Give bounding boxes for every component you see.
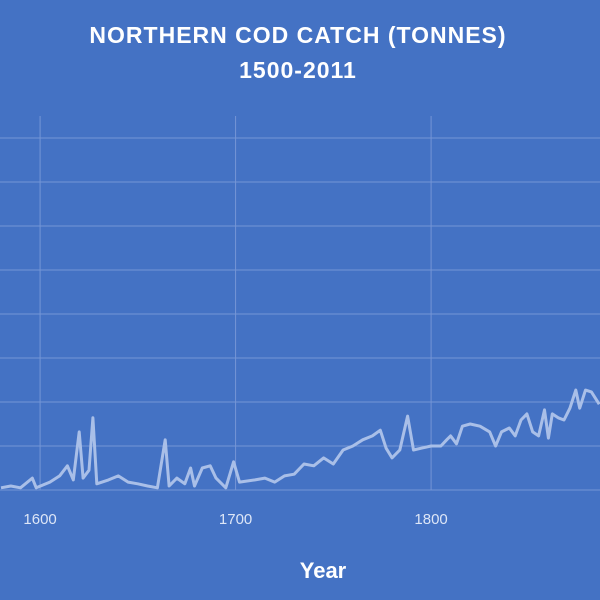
data-line [0,388,600,490]
x-tick-label: 1600 [23,511,56,528]
x-axis-label: Year [300,558,347,583]
chart-title: NORTHERN COD CATCH (TONNES) [89,22,506,48]
x-tick-label: 1800 [414,511,447,528]
x-tick-label: 1700 [219,511,252,528]
chart-subtitle: 1500-2011 [239,57,357,83]
